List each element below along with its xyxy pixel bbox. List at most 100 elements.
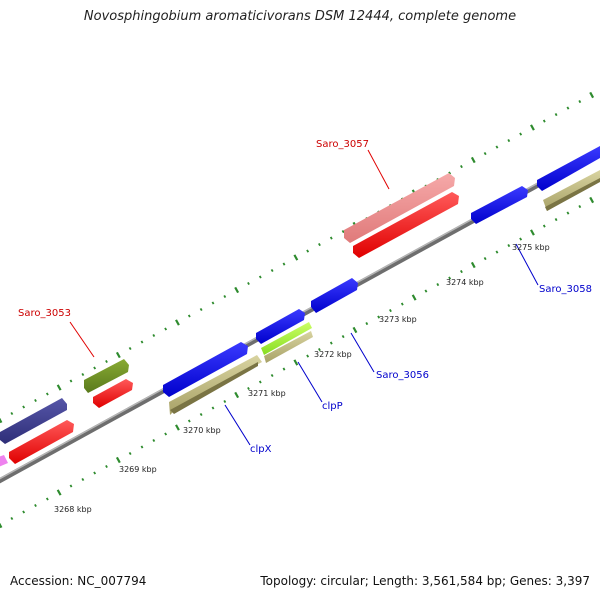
tick-mark bbox=[400, 302, 404, 306]
tick-mark bbox=[554, 112, 558, 117]
tick-mark bbox=[34, 503, 37, 508]
tick-mark bbox=[199, 307, 203, 312]
tick-mark bbox=[507, 243, 511, 248]
tick-mark bbox=[234, 286, 240, 294]
upper-tick-track bbox=[0, 91, 595, 424]
tick-mark bbox=[436, 282, 440, 287]
tick-mark bbox=[460, 164, 463, 169]
tick-mark bbox=[22, 510, 26, 514]
gene-khaki-clpx bbox=[169, 355, 262, 415]
tick-mark bbox=[554, 217, 558, 222]
gene-olive bbox=[84, 359, 129, 393]
tick-mark bbox=[258, 275, 262, 279]
tick-mark bbox=[211, 301, 215, 305]
tick-mark bbox=[589, 196, 595, 204]
tick-mark bbox=[152, 333, 156, 338]
tick-label-3271: 3271 kbp bbox=[248, 389, 286, 398]
tick-label-3269: 3269 kbp bbox=[119, 465, 157, 474]
tick-mark bbox=[448, 171, 452, 175]
tick-mark bbox=[175, 424, 180, 431]
tick-mark bbox=[470, 156, 476, 164]
tick-mark bbox=[175, 319, 180, 326]
tick-mark bbox=[140, 340, 144, 344]
tick-mark bbox=[566, 211, 570, 215]
tick-mark bbox=[152, 438, 156, 443]
tick-mark bbox=[81, 372, 85, 377]
callout-lines bbox=[69, 149, 539, 446]
tick-mark bbox=[247, 386, 250, 391]
tick-label-3268: 3268 kbp bbox=[54, 505, 92, 514]
tick-mark bbox=[128, 346, 132, 351]
gene-blue-4 bbox=[471, 186, 528, 224]
tick-mark bbox=[0, 417, 3, 424]
gene-lime-clpp bbox=[261, 322, 312, 355]
tick-mark bbox=[258, 380, 262, 384]
tick-mark bbox=[22, 405, 26, 409]
tick-mark bbox=[45, 497, 49, 501]
tick-label-3274: 3274 kbp bbox=[446, 278, 484, 287]
tick-mark bbox=[460, 269, 463, 274]
tick-mark bbox=[530, 229, 535, 236]
tick-mark bbox=[105, 464, 108, 469]
tick-mark bbox=[566, 106, 570, 110]
tick-mark bbox=[270, 268, 274, 273]
tick-mark bbox=[34, 398, 37, 403]
tick-mark bbox=[377, 315, 381, 319]
tick-mark bbox=[578, 99, 582, 104]
tick-mark bbox=[247, 281, 250, 286]
axis-tick-labels: 3268 kbp 3269 kbp 3270 kbp 3271 kbp 3272… bbox=[54, 243, 550, 514]
tick-mark bbox=[56, 384, 62, 391]
tick-mark bbox=[234, 391, 240, 399]
tick-mark bbox=[470, 261, 476, 269]
tick-mark bbox=[211, 406, 215, 410]
tick-mark bbox=[507, 138, 511, 143]
tick-mark bbox=[589, 91, 595, 99]
gene-slate bbox=[0, 398, 67, 444]
tick-mark bbox=[483, 151, 487, 156]
tick-mark bbox=[329, 341, 333, 345]
gene-label-saro-3056: Saro_3056 bbox=[376, 370, 429, 381]
tick-label-3275: 3275 kbp bbox=[512, 243, 550, 252]
tick-mark bbox=[199, 412, 203, 417]
tick-mark bbox=[448, 276, 452, 280]
tick-mark bbox=[93, 366, 97, 370]
tick-mark bbox=[495, 145, 499, 149]
tick-mark bbox=[424, 289, 428, 293]
tick-mark bbox=[495, 250, 499, 254]
tick-mark bbox=[0, 522, 3, 529]
gene-label-saro-3053: Saro_3053 bbox=[18, 308, 71, 319]
lower-tick-track bbox=[0, 196, 595, 529]
tick-mark bbox=[318, 347, 321, 352]
tick-mark bbox=[293, 359, 299, 366]
tick-mark bbox=[341, 334, 345, 339]
tick-mark bbox=[542, 224, 546, 228]
tick-mark bbox=[341, 229, 345, 234]
tick-mark bbox=[81, 477, 85, 482]
gene-red-small bbox=[93, 379, 133, 408]
tick-mark bbox=[530, 124, 535, 131]
gene-label-saro-3058: Saro_3058 bbox=[539, 284, 592, 295]
tick-mark bbox=[578, 204, 582, 209]
tick-mark bbox=[318, 242, 321, 247]
tick-mark bbox=[187, 419, 191, 423]
genome-summary-text: Topology: circular; Length: 3,561,584 bp… bbox=[260, 574, 590, 588]
gene-blue-5 bbox=[537, 146, 600, 191]
tick-mark bbox=[306, 249, 310, 253]
tick-mark bbox=[93, 471, 97, 475]
gene-blue-2 bbox=[256, 309, 305, 344]
gene-blue-3 bbox=[311, 278, 358, 313]
tick-mark bbox=[542, 119, 546, 123]
gene-khaki-right bbox=[543, 170, 600, 211]
accession-text: Accession: NC_007794 bbox=[10, 574, 147, 588]
gene-pink-saro-3057 bbox=[344, 173, 455, 243]
gene-blue-1 bbox=[163, 342, 248, 397]
gene-red-large bbox=[353, 192, 459, 258]
tick-mark bbox=[389, 308, 392, 313]
tick-mark bbox=[164, 327, 168, 331]
tick-label-3272: 3272 kbp bbox=[314, 350, 352, 359]
tick-mark bbox=[187, 314, 191, 318]
tick-mark bbox=[105, 359, 108, 364]
tick-mark bbox=[365, 321, 369, 326]
tick-mark bbox=[223, 294, 227, 299]
